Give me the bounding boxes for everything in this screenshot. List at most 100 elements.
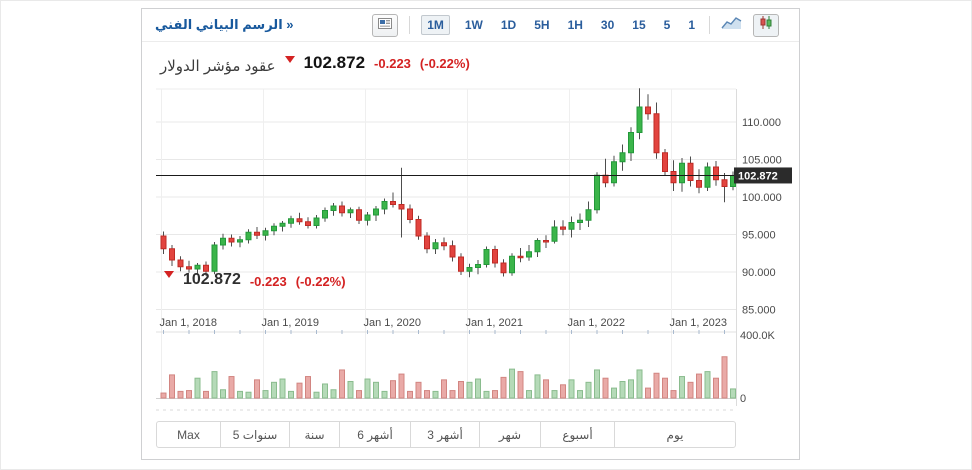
candle-up (245, 231, 252, 241)
timeframe-button-5[interactable]: 5 (663, 18, 671, 32)
candle-up (364, 214, 371, 221)
volume-bar (211, 371, 218, 399)
volume-bar (432, 390, 439, 399)
timeframe-button-1m[interactable]: 1M (421, 15, 450, 35)
volume-bar (636, 369, 643, 399)
price-change: -0.223 (374, 56, 411, 71)
volume-bar (424, 390, 430, 399)
line-chart-type-button[interactable] (721, 15, 742, 35)
line-chart-icon (721, 15, 742, 35)
candle-down (492, 249, 498, 264)
volume-bar (194, 377, 201, 399)
timeframe-button-1h[interactable]: 1H (567, 18, 583, 32)
volume-bar (713, 377, 719, 399)
volume-bar (390, 380, 396, 399)
instrument-name: عقود مؤشر الدولار (160, 58, 276, 75)
candle-down (560, 226, 566, 230)
x-axis-label: Jan 1, 2018 (160, 317, 218, 329)
volume-bar (653, 372, 660, 399)
volume-bar (619, 381, 626, 399)
volume-bar (551, 390, 558, 399)
range-button-2[interactable]: سنة (289, 422, 339, 447)
range-button-7[interactable]: يوم (614, 422, 735, 447)
candle-down (687, 162, 694, 181)
volume-bar (262, 390, 269, 399)
candle-down (296, 218, 303, 223)
price-chart[interactable]: 110.000 105.000 100.000 95.000 90.000 85.000 J… (142, 9, 799, 459)
candle-up (679, 162, 685, 184)
candle-up (704, 166, 711, 188)
candle-down (390, 201, 396, 205)
volume-bar (220, 389, 226, 399)
candle-down (517, 255, 524, 259)
chart-widget-panel: الرسم البياني الفني » 1M 1W 1D 5H 1H 30 15 5 1 (141, 8, 800, 460)
volume-bar (203, 390, 209, 399)
range-button-1[interactable]: 5 سنوات (220, 422, 289, 447)
volume-bar (696, 373, 702, 399)
range-button-3[interactable]: 6 أشهر (339, 422, 410, 447)
volume-bar (373, 381, 379, 399)
candle-down (203, 264, 209, 272)
x-axis-label: Jan 1, 2022 (568, 317, 626, 329)
candle-up (373, 208, 379, 216)
overlay-down-arrow-icon (164, 271, 174, 278)
volume-bar (313, 391, 320, 399)
range-button-4[interactable]: 3 أشهر (410, 422, 479, 447)
volume-bar (543, 379, 549, 399)
volume-bar (509, 368, 515, 399)
candle-down (177, 259, 184, 268)
candle-down (356, 209, 362, 221)
candle-down (500, 262, 507, 274)
volume-bar (458, 381, 464, 399)
candle-up (534, 240, 541, 253)
volume-bar (254, 379, 260, 399)
current-price-tag-label: 102.872 (738, 170, 778, 182)
candle-down (169, 248, 175, 261)
candle-up (279, 222, 286, 227)
candle-up (636, 106, 643, 133)
chart-overlay-quote: 102.872 -0.223 (-0.22%) (164, 271, 346, 289)
candle-down (160, 235, 167, 250)
volume-bar (160, 392, 167, 399)
candle-up (313, 217, 320, 226)
y-axis-label: 105.000 (742, 155, 782, 167)
candle-down (458, 256, 464, 272)
volume-bar (594, 369, 600, 399)
range-button-6[interactable]: أسبوع (540, 422, 614, 447)
candle-up (347, 209, 354, 214)
candle-down (670, 171, 677, 184)
candle-up (194, 264, 201, 270)
timeframe-button-15[interactable]: 15 (632, 18, 646, 32)
timeframe-button-30[interactable]: 30 (600, 18, 615, 32)
y-axis-label: 100.000 (742, 192, 782, 204)
candlestick-icon (759, 15, 773, 35)
volume-bar (381, 390, 388, 399)
x-axis-label: Jan 1, 2020 (364, 317, 422, 329)
candle-down (441, 242, 447, 247)
candle-up (619, 152, 626, 163)
candle-up (322, 210, 328, 219)
timeframe-button-1d[interactable]: 1D (500, 18, 517, 32)
timeframe-button-1w[interactable]: 1W (464, 18, 483, 32)
candle-up (594, 174, 600, 211)
candle-down (398, 204, 405, 210)
timeframe-button-1[interactable]: 1 (688, 18, 695, 32)
volume-bar (611, 387, 617, 399)
candle-down (305, 221, 311, 226)
candle-up (577, 219, 583, 223)
range-button-5[interactable]: شهر (479, 422, 540, 447)
volume-bar (415, 381, 422, 399)
range-button-0[interactable]: Max (177, 427, 200, 442)
candle-down (415, 219, 422, 237)
layout-icon (378, 16, 393, 34)
volume-bar (322, 383, 328, 399)
volume-max-label: 400.0K (740, 330, 776, 342)
candlestick-chart-type-button[interactable] (753, 13, 779, 37)
chart-toolbar: الرسم البياني الفني » 1M 1W 1D 5H 1H 30 15 5 1 (142, 9, 799, 42)
candle-up (288, 218, 294, 224)
technical-chart-link[interactable]: الرسم البياني الفني » (155, 17, 294, 32)
candle-down (449, 245, 456, 258)
layout-panel-button[interactable] (372, 13, 399, 37)
volume-bar (730, 388, 736, 399)
timeframe-button-5h[interactable]: 5H (534, 18, 550, 32)
